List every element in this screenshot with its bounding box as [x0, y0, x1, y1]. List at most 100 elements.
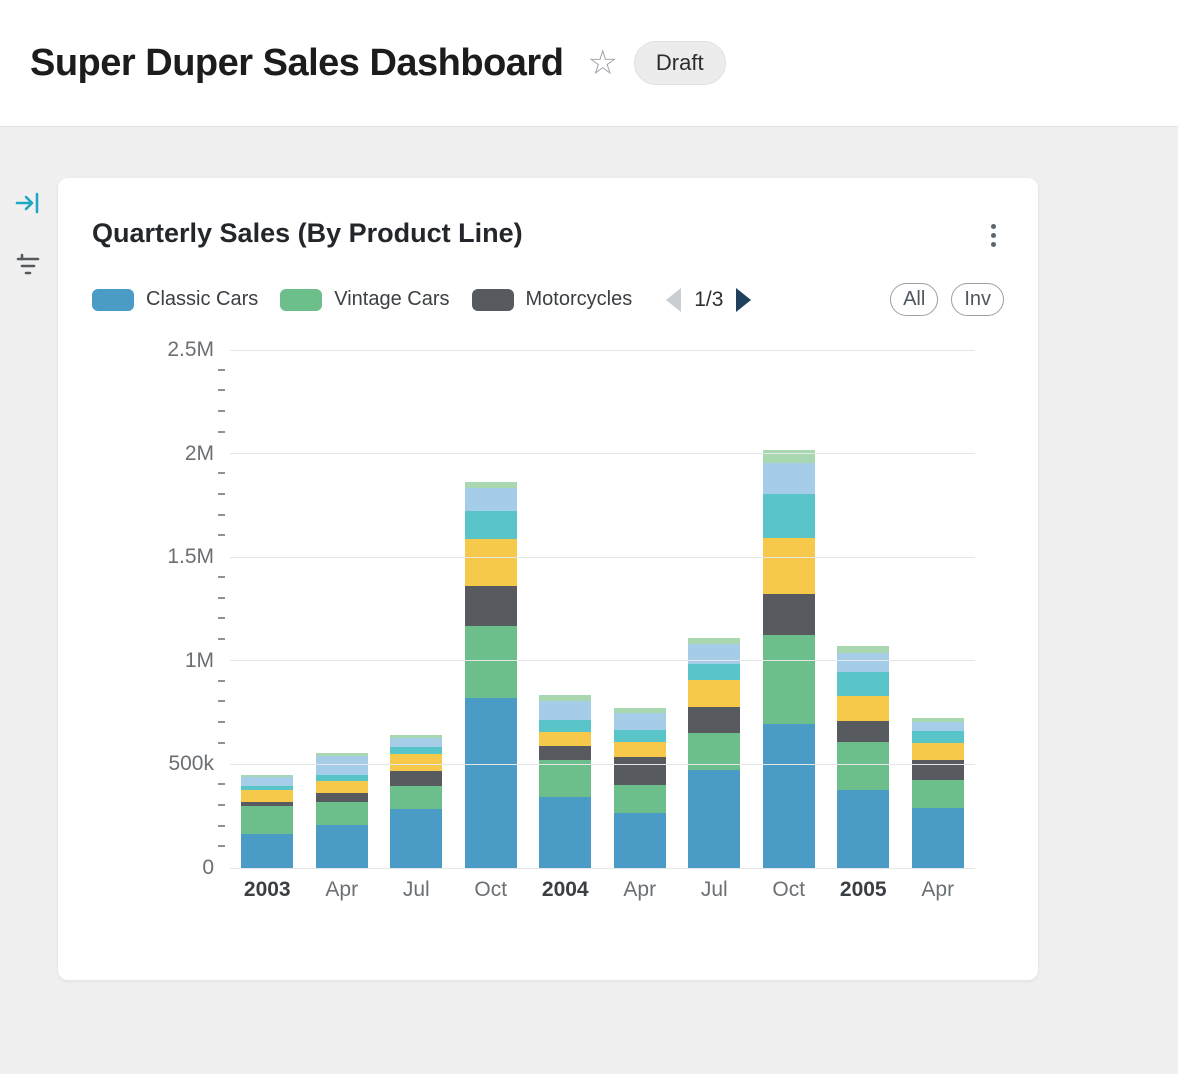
bar-segment[interactable]	[911, 760, 964, 781]
bar-apr-5[interactable]	[613, 350, 666, 868]
gridline	[230, 349, 975, 351]
bar-segment[interactable]	[464, 626, 517, 698]
bar-segment[interactable]	[464, 511, 517, 540]
bar-segment[interactable]	[911, 718, 964, 723]
bar-segment[interactable]	[837, 742, 890, 791]
x-axis-label: Apr	[325, 878, 359, 901]
bar-segment[interactable]	[837, 645, 890, 653]
bar-segment[interactable]	[241, 790, 294, 802]
next-page-button[interactable]	[736, 287, 752, 312]
bar-segment[interactable]	[688, 637, 741, 644]
bar-segment[interactable]	[762, 594, 815, 635]
bar-segment[interactable]	[539, 694, 592, 701]
bar-apr-1[interactable]	[315, 350, 368, 868]
quarterly-sales-chart: 0 500k 1M 1.5M 2M 2.5M 2003 Apr Jul Oct 2004 Apr Ju…	[92, 338, 1004, 902]
bar-segment[interactable]	[837, 720, 890, 743]
bar-segment[interactable]	[241, 833, 294, 868]
bar-segment[interactable]	[762, 634, 815, 724]
bar-oct-3[interactable]	[464, 350, 517, 868]
legend-item-vintage-cars[interactable]: Vintage Cars	[280, 288, 450, 311]
bar-segment[interactable]	[241, 801, 294, 806]
bar-segment[interactable]	[762, 538, 815, 595]
bar-segment[interactable]	[539, 731, 592, 746]
chart-card: Quarterly Sales (By Product Line) Classi…	[58, 178, 1038, 980]
bar-segment[interactable]	[464, 697, 517, 868]
bar-segment[interactable]	[464, 482, 517, 489]
bar-segment[interactable]	[837, 695, 890, 721]
bar-segment[interactable]	[911, 731, 964, 744]
bar-segment[interactable]	[315, 756, 368, 775]
kebab-menu-icon[interactable]	[983, 218, 1004, 253]
bar-segment[interactable]	[464, 488, 517, 512]
bar-segment[interactable]	[315, 774, 368, 782]
bar-segment[interactable]	[762, 723, 815, 868]
bar-segment[interactable]	[613, 708, 666, 714]
bar-segment[interactable]	[464, 539, 517, 587]
bar-segment[interactable]	[315, 753, 368, 757]
bars	[230, 350, 975, 868]
legend-item-classic-cars[interactable]: Classic Cars	[92, 288, 258, 311]
bar-segment[interactable]	[837, 790, 890, 868]
bar-segment[interactable]	[911, 780, 964, 809]
bar-jul-2[interactable]	[390, 350, 443, 868]
minor-tick	[218, 368, 225, 371]
bar-segment[interactable]	[911, 808, 964, 868]
bar-segment[interactable]	[911, 722, 964, 732]
bar-segment[interactable]	[390, 770, 443, 787]
inv-button[interactable]: Inv	[951, 283, 1004, 316]
bar-2004-4[interactable]	[539, 350, 592, 868]
bar-2005-8[interactable]	[837, 350, 890, 868]
star-icon[interactable]: ☆	[587, 44, 618, 82]
bar-segment[interactable]	[539, 760, 592, 798]
gridline	[230, 660, 975, 662]
bar-segment[interactable]	[390, 786, 443, 809]
bar-segment[interactable]	[539, 797, 592, 868]
bar-segment[interactable]	[762, 449, 815, 463]
bar-segment[interactable]	[539, 700, 592, 720]
bar-segment[interactable]	[241, 776, 294, 787]
bar-jul-6[interactable]	[688, 350, 741, 868]
bar-segment[interactable]	[762, 493, 815, 539]
bar-segment[interactable]	[688, 706, 741, 733]
bar-segment[interactable]	[762, 462, 815, 494]
bar-oct-7[interactable]	[762, 350, 815, 868]
bar-segment[interactable]	[315, 801, 368, 825]
bar-segment[interactable]	[315, 781, 368, 794]
bar-segment[interactable]	[390, 735, 443, 738]
prev-page-button[interactable]	[666, 287, 682, 312]
bar-segment[interactable]	[688, 663, 741, 680]
bar-segment[interactable]	[613, 785, 666, 814]
bar-2003-0[interactable]	[241, 350, 294, 868]
bar-segment[interactable]	[390, 737, 443, 747]
bar-segment[interactable]	[613, 730, 666, 743]
y-axis-label: 2.5M	[167, 338, 214, 361]
bar-segment[interactable]	[613, 813, 666, 868]
bar-segment[interactable]	[837, 652, 890, 672]
bar-segment[interactable]	[613, 713, 666, 731]
bar-segment[interactable]	[315, 793, 368, 802]
bar-segment[interactable]	[613, 742, 666, 758]
legend-item-motorcycles[interactable]: Motorcycles	[471, 288, 632, 311]
arrow-to-bar-icon[interactable]	[14, 189, 42, 222]
bar-segment[interactable]	[315, 824, 368, 868]
x-axis-label: Oct	[772, 878, 806, 901]
bar-segment[interactable]	[911, 743, 964, 761]
bar-segment[interactable]	[837, 671, 890, 696]
all-button[interactable]: All	[890, 283, 939, 316]
bar-segment[interactable]	[688, 770, 741, 868]
bar-segment[interactable]	[241, 786, 294, 791]
bar-segment[interactable]	[390, 746, 443, 755]
x-axis-label: 2003	[243, 878, 291, 901]
bar-segment[interactable]	[688, 679, 741, 707]
bar-segment[interactable]	[539, 745, 592, 761]
bar-apr-9[interactable]	[911, 350, 964, 868]
bar-segment[interactable]	[613, 757, 666, 786]
filter-lines-icon[interactable]	[14, 250, 42, 283]
bar-segment[interactable]	[464, 586, 517, 626]
bar-segment[interactable]	[688, 643, 741, 664]
bar-segment[interactable]	[539, 719, 592, 732]
bar-segment[interactable]	[390, 754, 443, 771]
bar-segment[interactable]	[241, 774, 294, 777]
bar-segment[interactable]	[390, 808, 443, 868]
bar-segment[interactable]	[241, 805, 294, 834]
